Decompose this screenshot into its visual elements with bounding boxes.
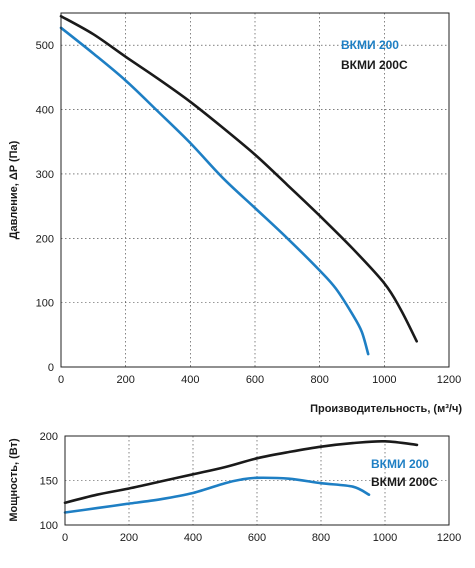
- pressure-y-tick-labels: 0 100 200 300 400 500: [36, 40, 54, 374]
- power-grid: [65, 436, 449, 525]
- pressure-y-tick-label: 400: [36, 105, 54, 117]
- pressure-series-vkmi200-line: [59, 26, 370, 356]
- pressure-series-vkmi200c-line: [59, 14, 418, 343]
- pressure-legend-vkmi200: ВКМИ 200: [341, 38, 399, 52]
- pressure-plot-frame: [60, 12, 450, 368]
- power-legend-vkmi200c: ВКМИ 200С: [371, 475, 438, 489]
- pressure-y-tick-label: 200: [36, 233, 54, 245]
- pressure-y-tick-label: 100: [36, 298, 54, 310]
- pressure-grid: [61, 13, 449, 367]
- power-y-tick-labels: 100 150 200: [40, 431, 58, 532]
- power-y-tick-label: 200: [40, 431, 58, 443]
- pressure-x-tick-labels: 0 200 400 600 800 1000 1200: [58, 374, 461, 386]
- power-series-vkmi200-line: [63, 476, 371, 514]
- power-plot-frame: [64, 435, 450, 526]
- pressure-x-axis-label: Производительность, (м³/ч): [310, 403, 462, 415]
- power-x-tick-label: 800: [312, 532, 330, 544]
- power-y-tick-label: 100: [40, 520, 58, 532]
- pressure-x-tick-label: 1000: [372, 374, 396, 386]
- power-x-tick-label: 400: [184, 532, 202, 544]
- power-y-tick-label: 150: [40, 476, 58, 488]
- power-x-tick-label: 200: [120, 532, 138, 544]
- pressure-curves: [59, 14, 418, 356]
- pressure-x-tick-label: 800: [310, 374, 328, 386]
- pressure-x-tick-label: 600: [246, 374, 264, 386]
- power-legend-vkmi200: ВКМИ 200: [371, 457, 429, 471]
- power-x-tick-label: 0: [62, 532, 68, 544]
- pressure-y-tick-label: 0: [48, 362, 54, 374]
- power-chart: 0 200 400 600 800 1000 1200 100 150 200 Мощность…: [8, 431, 461, 544]
- power-x-tick-label: 600: [248, 532, 266, 544]
- power-x-tick-labels: 0 200 400 600 800 1000 1200: [62, 532, 461, 544]
- pressure-x-tick-label: 400: [181, 374, 199, 386]
- pressure-chart: 0 200 400 600 800 1000 1200 0 100 200 300 400 500 П…: [8, 12, 462, 415]
- power-series-vkmi200c-line: [63, 439, 419, 505]
- pressure-x-tick-label: 0: [58, 374, 64, 386]
- pressure-y-tick-label: 500: [36, 40, 54, 52]
- power-curves: [63, 439, 419, 514]
- pressure-x-tick-label: 1200: [437, 374, 461, 386]
- power-x-tick-label: 1000: [373, 532, 397, 544]
- pressure-y-tick-label: 300: [36, 169, 54, 181]
- pressure-x-tick-label: 200: [116, 374, 134, 386]
- pressure-y-axis-label: Давление, ΔP (Па): [8, 140, 20, 239]
- power-x-tick-label: 1200: [437, 532, 461, 544]
- pressure-legend-vkmi200c: ВКМИ 200С: [341, 58, 408, 72]
- power-y-axis-label: Мощность, (Вт): [8, 438, 20, 522]
